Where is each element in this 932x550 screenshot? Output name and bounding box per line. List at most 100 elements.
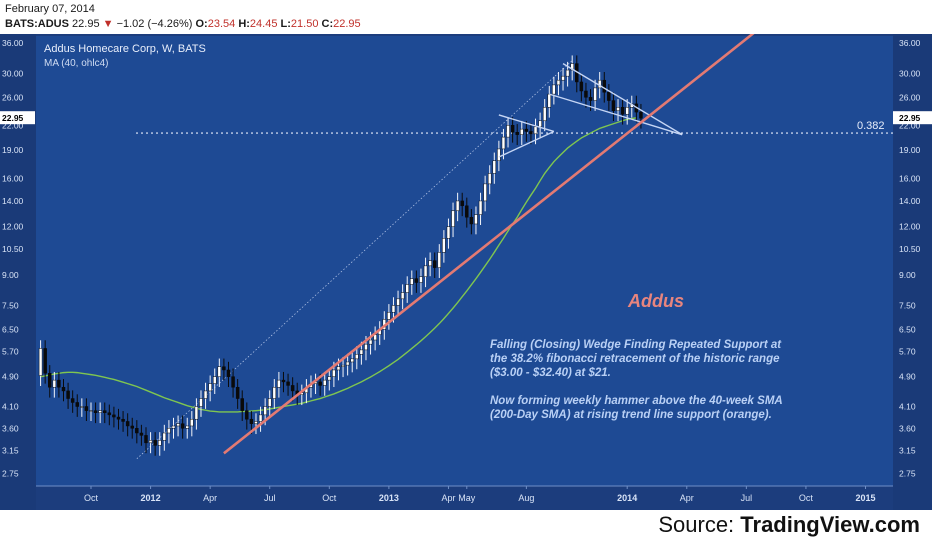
candle (350, 358, 354, 363)
candle (570, 63, 574, 71)
candle (286, 381, 290, 386)
candle (410, 278, 414, 285)
candle (52, 379, 57, 388)
candle (497, 148, 501, 161)
candle (267, 398, 272, 407)
candle (203, 390, 208, 399)
y-tick-label-left: 30.00 (2, 68, 24, 78)
source-credit: Source: TradingView.com (658, 512, 920, 538)
candle (345, 361, 350, 366)
y-tick-label-right: 3.15 (899, 446, 916, 456)
down-arrow-icon: ▼ (102, 18, 114, 30)
y-tick-label-left: 12.00 (2, 222, 24, 232)
candle (414, 278, 419, 283)
fib-level-label: 0.382 (857, 120, 885, 132)
candle (157, 440, 162, 446)
candle (245, 410, 249, 420)
pennant-line (498, 114, 555, 133)
candle (240, 398, 244, 411)
candle (332, 369, 336, 377)
candle (84, 406, 89, 411)
candle (48, 373, 52, 388)
candle (167, 428, 171, 434)
candle (478, 200, 483, 215)
candle (116, 416, 121, 420)
candle (465, 205, 469, 218)
candle (561, 75, 565, 81)
y-tick-label-left: 6.50 (2, 324, 19, 334)
quote-summary: BATS:ADUS 22.95 ▼ −1.02 (−4.26%) O:23.54… (5, 18, 361, 30)
x-tick-label: Aug (518, 493, 534, 503)
candle (616, 107, 620, 111)
y-tick-label-left: 16.00 (2, 174, 24, 184)
y-tick-label-right: 4.90 (899, 372, 916, 382)
candle (327, 376, 332, 381)
candle (428, 260, 432, 267)
candle (359, 349, 364, 355)
last-price-tag-left (0, 111, 35, 125)
candle (107, 412, 112, 416)
y-tick-label-right: 9.00 (899, 270, 916, 280)
last-price-tag-right (893, 111, 932, 125)
candle (130, 425, 134, 429)
candle (501, 136, 506, 150)
candle (552, 84, 556, 95)
candle (80, 406, 84, 408)
y-tick-label-right: 30.00 (899, 68, 921, 78)
candle (112, 414, 116, 418)
candle (520, 128, 524, 135)
candle (148, 440, 153, 444)
y-tick-label-right: 4.10 (899, 402, 916, 412)
ma-indicator-label: MA (40, ohlc4) (44, 58, 108, 69)
y-tick-label-left: 2.75 (2, 468, 19, 478)
annotation-title: Addus (627, 291, 684, 311)
y-tick-label-right: 7.50 (899, 300, 916, 310)
candle (611, 100, 616, 111)
wedge-line (549, 93, 683, 136)
candle (620, 107, 625, 115)
symbol: BATS:ADUS (5, 18, 69, 30)
candle (135, 428, 139, 434)
x-tick-label: 2015 (855, 493, 875, 503)
low-label: L: (280, 18, 291, 30)
low-value: 21.50 (290, 18, 319, 30)
close-label: C: (321, 18, 334, 30)
candle (171, 425, 176, 429)
candle (565, 69, 570, 77)
x-tick-label: 2012 (141, 493, 161, 503)
candle (185, 425, 189, 429)
candle (153, 440, 157, 446)
candle (180, 423, 185, 429)
candle (212, 376, 217, 384)
candle (419, 276, 423, 283)
candle (474, 214, 478, 225)
candle (336, 366, 341, 371)
candle (625, 107, 629, 115)
candle (547, 93, 552, 108)
y-tick-label-right: 3.60 (899, 423, 916, 433)
candle (510, 125, 515, 133)
candle (515, 132, 519, 135)
trend-line (223, 34, 755, 455)
y-tick-label-left: 9.00 (2, 270, 19, 280)
x-tick-label: Jul (264, 493, 276, 503)
candle (593, 87, 597, 101)
high-value: 24.45 (249, 18, 278, 30)
y-tick-label-right: 2.75 (899, 468, 916, 478)
annotation-line: Falling (Closing) Wedge Finding Repeated… (490, 339, 782, 351)
candle (254, 421, 258, 424)
candle (400, 292, 405, 300)
y-tick-label-right: 14.00 (899, 196, 921, 206)
x-tick-label: Oct (322, 493, 337, 503)
source-label: Source: (658, 512, 741, 537)
last-price: 22.95 (72, 18, 100, 30)
y-tick-label-right: 5.70 (899, 346, 916, 356)
candle (355, 354, 359, 360)
candle (144, 435, 148, 444)
candle (405, 284, 409, 293)
candle (364, 343, 368, 351)
open-label: O: (195, 18, 208, 30)
price-chart[interactable]: 36.00 36.00 30.00 30.00 26.00 26.00 22.00 22.00… (0, 34, 932, 510)
y-tick-label-left: 7.50 (2, 300, 19, 310)
x-tick-label: 2013 (379, 493, 399, 503)
